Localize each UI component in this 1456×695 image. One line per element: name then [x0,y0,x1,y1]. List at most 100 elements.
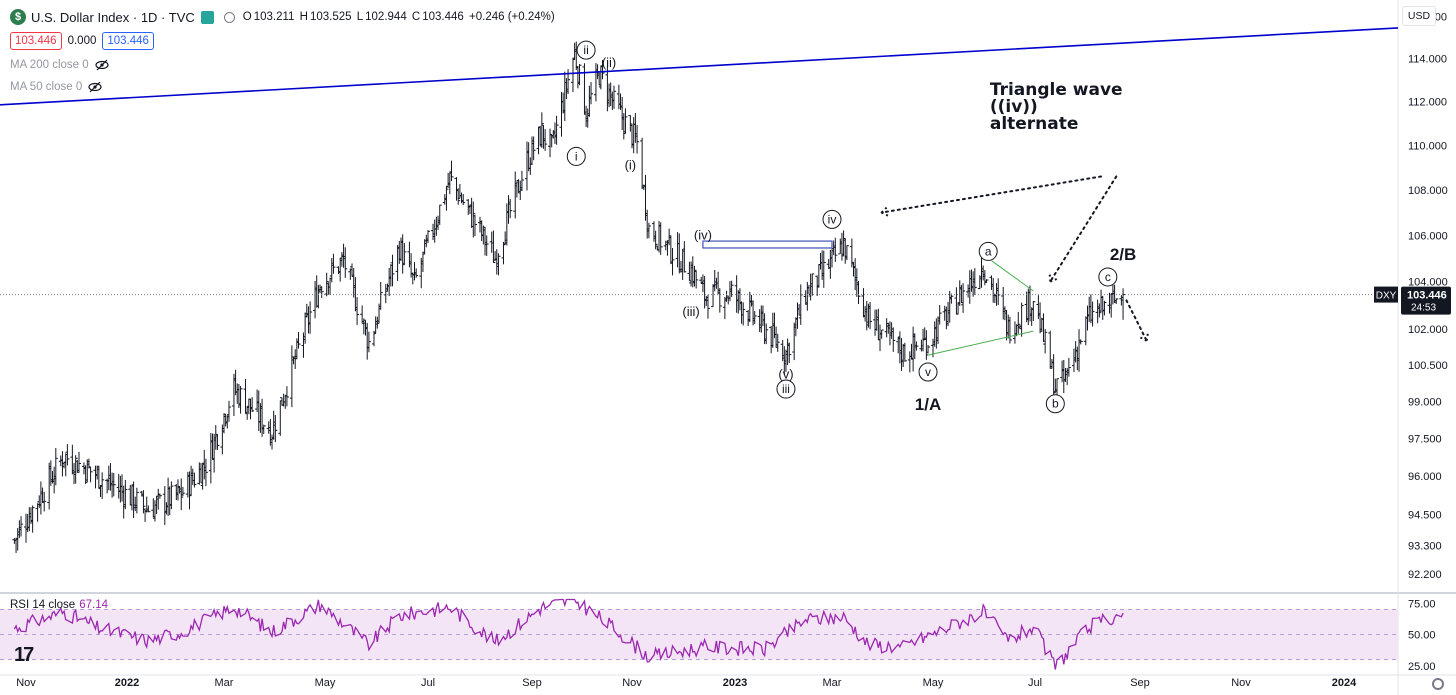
ohlc-bar [390,254,395,287]
projection-arrow-head [1145,331,1150,341]
ohlc-bar [88,466,93,483]
ohlc-bar [1055,378,1060,396]
ohlc-bar [1007,316,1012,344]
bid-box[interactable]: 103.446 [10,32,62,50]
ohlc-bar [289,345,294,408]
wave-label-circle[interactable] [1098,267,1118,287]
ohlc-bar [508,198,513,219]
ma200-legend[interactable]: MA 200 close 0 [10,59,109,71]
note-arrow-head [880,205,889,214]
ohlc-bar [775,333,780,352]
ohlc-bar [724,290,729,302]
price-tick-label: 99.000 [1408,396,1442,408]
wave-label: c [1105,270,1111,284]
rsi-line[interactable] [13,598,1124,670]
ohlc-bar [694,270,699,289]
ohlc-bar [543,129,548,151]
tradingview-logo[interactable]: 17 [14,644,34,666]
gear-icon[interactable] [1432,678,1444,690]
ohlc-bar [76,451,81,473]
wave-label-circle[interactable] [918,362,938,382]
ohlc-bar [19,516,24,537]
wave-label-circle[interactable] [822,209,842,229]
ohlc-bar [600,60,605,80]
ohlc-bar [273,414,278,443]
time-tick-label: 2023 [723,677,747,689]
wave-label-circle[interactable] [978,241,998,261]
note-arrow[interactable] [880,175,1103,214]
trendline[interactable] [0,27,1399,106]
ohlc-bar [914,341,919,351]
ohlc-bar [902,342,907,362]
ohlc-bar [491,230,496,264]
target-arrow[interactable] [1049,175,1118,283]
triangle-lower-line[interactable] [927,330,1034,356]
ohlc-bar [810,273,815,296]
ohlc-bar [741,302,746,326]
ohlc-bar [821,250,826,288]
price-tick-label: 114.000 [1408,54,1447,66]
ohlc-bar [203,458,208,487]
wave-label-circle[interactable] [776,379,796,399]
time-tick-label: Nov [622,677,642,689]
ohlc-bar [426,230,430,244]
rsi-value: 67.14 [79,599,108,611]
ohlc-bar [1016,311,1021,334]
ohlc-bar [293,349,298,369]
ohlc-bar [111,472,116,497]
projection-arrow[interactable] [1125,299,1148,342]
ohlc-bar [705,294,710,319]
ohlc-bar [169,481,174,510]
symbol-title[interactable]: U.S. Dollar Index · 1D · TVC [31,9,195,25]
ohlc-bar [752,311,757,325]
time-tick-label: Jul [1028,677,1042,689]
high-value: 103.525 [309,11,352,23]
ma50-legend[interactable]: MA 50 close 0 [10,81,102,93]
ohlc-bar [284,386,289,407]
currency-button[interactable]: USD [1402,6,1436,26]
time-tick-label: Sep [522,677,542,689]
target-arrow-head [1049,277,1059,283]
price-tick-label: 112.000 [1408,97,1447,109]
ohlc-bar [146,505,151,513]
ohlc-bar [331,253,336,274]
ohlc-bar [501,241,506,265]
range-box[interactable] [702,240,833,249]
ohlc-bar [456,188,461,205]
ohlc-bar [670,248,675,276]
ohlc-bar [868,302,873,330]
rsi-legend[interactable]: RSI 14 close 67.14 [10,599,108,611]
wave-label: (i) [625,157,637,172]
time-tick-label: May [923,677,944,689]
ohlc-bar [787,342,792,363]
rsi-tick-label: 75.00 [1408,598,1436,610]
wave-label-circle[interactable] [566,146,586,166]
wave-label-circle[interactable] [576,40,596,60]
ohlc-bar [764,323,769,345]
ohlc-bar [628,115,633,132]
eye-slash-icon[interactable] [88,81,102,93]
ohlc-bar [261,424,266,435]
ohlc-bar [437,204,442,226]
ohlc-bar [250,397,255,413]
ohlc-bar [319,286,324,298]
price-tag-value: 103.446 [1407,290,1447,302]
triangle-upper-line[interactable] [991,260,1034,292]
ohlc-bar [134,487,139,514]
eye-slash-icon[interactable] [95,59,109,71]
time-tick-label: 2024 [1332,677,1357,689]
ask-box[interactable]: 103.446 [102,32,154,50]
close-label: C [411,11,421,23]
ohlc-bar [844,245,849,261]
ohlc-bar [589,82,594,105]
ohlc-bar [1051,354,1056,396]
ohlc-bar [472,214,477,237]
wave-label: v [925,365,931,379]
ohlc-values: O 103.211 H 103.525 L 102.944 C 103.446 +0.2… [243,11,557,23]
wave-label-circle[interactable] [1045,394,1065,414]
ohlc-bar [640,137,645,190]
ohlc-bar [355,297,360,325]
price-tick-label: 108.000 [1408,185,1448,197]
ohlc-bar [1102,300,1107,316]
